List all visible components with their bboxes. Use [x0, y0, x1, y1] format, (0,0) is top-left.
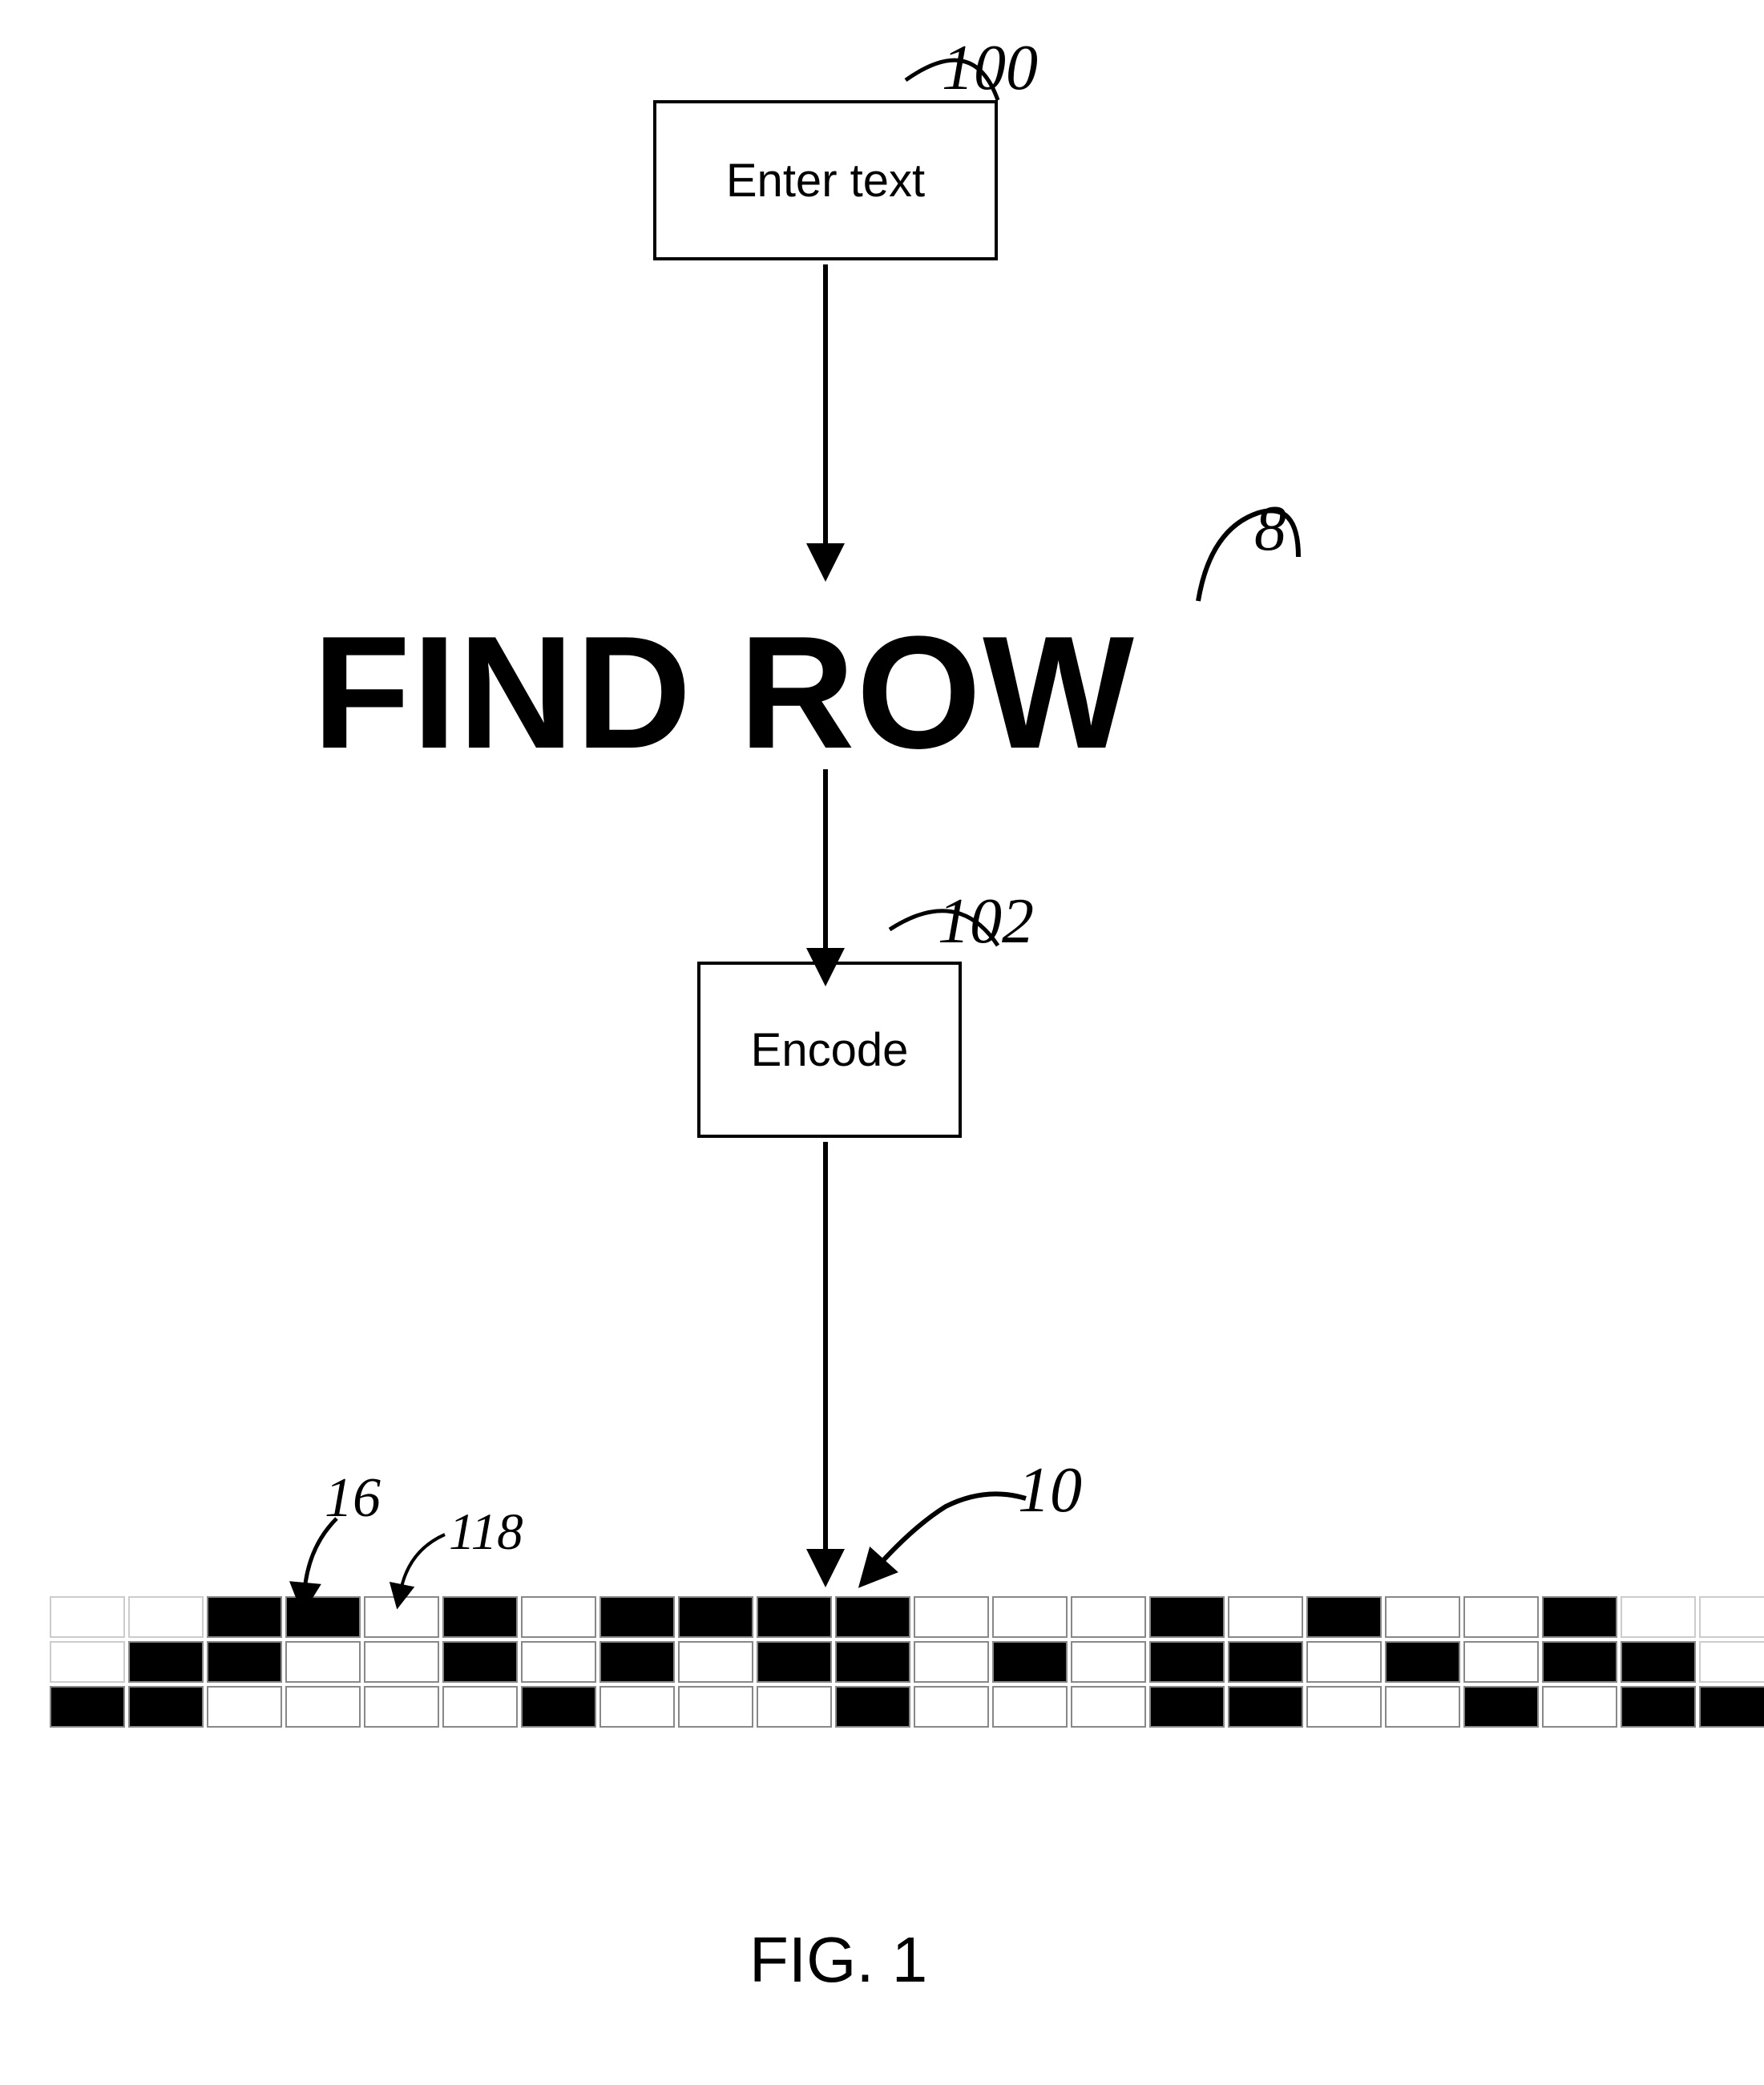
matrix-cell — [285, 1596, 361, 1638]
matrix-cell — [1542, 1596, 1617, 1638]
matrix-cell — [1463, 1596, 1539, 1638]
matrix-cell — [1699, 1686, 1764, 1728]
matrix-row — [48, 1595, 1764, 1639]
matrix-cell — [364, 1596, 439, 1638]
matrix-cell — [835, 1641, 910, 1683]
matrix-cell — [207, 1641, 282, 1683]
reference-numeral: 100 — [942, 32, 1038, 105]
matrix-cell — [599, 1686, 675, 1728]
matrix-cell — [992, 1596, 1068, 1638]
matrix-cell — [914, 1686, 989, 1728]
matrix-cell — [50, 1686, 125, 1728]
matrix-row — [48, 1684, 1764, 1729]
matrix-cell — [1149, 1596, 1225, 1638]
matrix-cell — [364, 1686, 439, 1728]
matrix-cell — [1228, 1641, 1303, 1683]
matrix-cell — [599, 1596, 675, 1638]
matrix-cell — [1228, 1596, 1303, 1638]
matrix-cell — [1071, 1686, 1146, 1728]
reference-numeral: 16 — [325, 1466, 381, 1530]
encoded-matrix — [48, 1595, 1764, 1729]
matrix-cell — [757, 1686, 832, 1728]
matrix-cell — [521, 1596, 596, 1638]
matrix-cell — [835, 1596, 910, 1638]
matrix-cell — [207, 1596, 282, 1638]
reference-numeral: 118 — [449, 1502, 523, 1563]
matrix-cell — [757, 1596, 832, 1638]
matrix-cell — [757, 1641, 832, 1683]
matrix-cell — [678, 1641, 753, 1683]
figure-label: FIG. 1 — [749, 1923, 927, 1997]
enter-text-label: Enter text — [726, 154, 925, 208]
matrix-row — [48, 1639, 1764, 1684]
matrix-cell — [914, 1641, 989, 1683]
diagram-root: Enter text FIND ROW Encode FIG. 1 100 8 10… — [0, 0, 1764, 2085]
matrix-cell — [285, 1686, 361, 1728]
matrix-cell — [1542, 1641, 1617, 1683]
matrix-cell — [1621, 1596, 1696, 1638]
enter-text-box: Enter text — [653, 100, 998, 260]
matrix-cell — [442, 1596, 518, 1638]
matrix-cell — [1621, 1686, 1696, 1728]
matrix-cell — [128, 1596, 204, 1638]
matrix-cell — [1149, 1686, 1225, 1728]
matrix-cell — [992, 1686, 1068, 1728]
reference-numeral: 10 — [1018, 1454, 1082, 1527]
encode-box: Encode — [697, 962, 962, 1138]
matrix-cell — [1385, 1641, 1460, 1683]
matrix-cell — [50, 1641, 125, 1683]
matrix-cell — [128, 1686, 204, 1728]
matrix-cell — [914, 1596, 989, 1638]
matrix-cell — [1071, 1641, 1146, 1683]
matrix-cell — [442, 1641, 518, 1683]
matrix-cell — [128, 1641, 204, 1683]
matrix-cell — [50, 1596, 125, 1638]
matrix-cell — [1699, 1641, 1764, 1683]
find-row-text: FIND ROW — [313, 601, 1136, 785]
matrix-cell — [1621, 1641, 1696, 1683]
matrix-cell — [1149, 1641, 1225, 1683]
reference-numeral: 8 — [1254, 493, 1286, 566]
matrix-cell — [1306, 1686, 1382, 1728]
matrix-cell — [521, 1641, 596, 1683]
matrix-cell — [1228, 1686, 1303, 1728]
matrix-cell — [678, 1596, 753, 1638]
matrix-cell — [207, 1686, 282, 1728]
matrix-cell — [364, 1641, 439, 1683]
encode-label: Encode — [751, 1023, 909, 1077]
matrix-cell — [1071, 1596, 1146, 1638]
matrix-cell — [1542, 1686, 1617, 1728]
matrix-cell — [285, 1641, 361, 1683]
matrix-cell — [992, 1641, 1068, 1683]
matrix-cell — [1306, 1641, 1382, 1683]
matrix-cell — [1463, 1686, 1539, 1728]
matrix-cell — [1385, 1596, 1460, 1638]
matrix-cell — [521, 1686, 596, 1728]
matrix-cell — [442, 1686, 518, 1728]
matrix-cell — [1306, 1596, 1382, 1638]
matrix-cell — [678, 1686, 753, 1728]
matrix-cell — [1385, 1686, 1460, 1728]
matrix-cell — [599, 1641, 675, 1683]
matrix-cell — [835, 1686, 910, 1728]
reference-numeral: 102 — [938, 885, 1034, 958]
matrix-cell — [1463, 1641, 1539, 1683]
matrix-cell — [1699, 1596, 1764, 1638]
